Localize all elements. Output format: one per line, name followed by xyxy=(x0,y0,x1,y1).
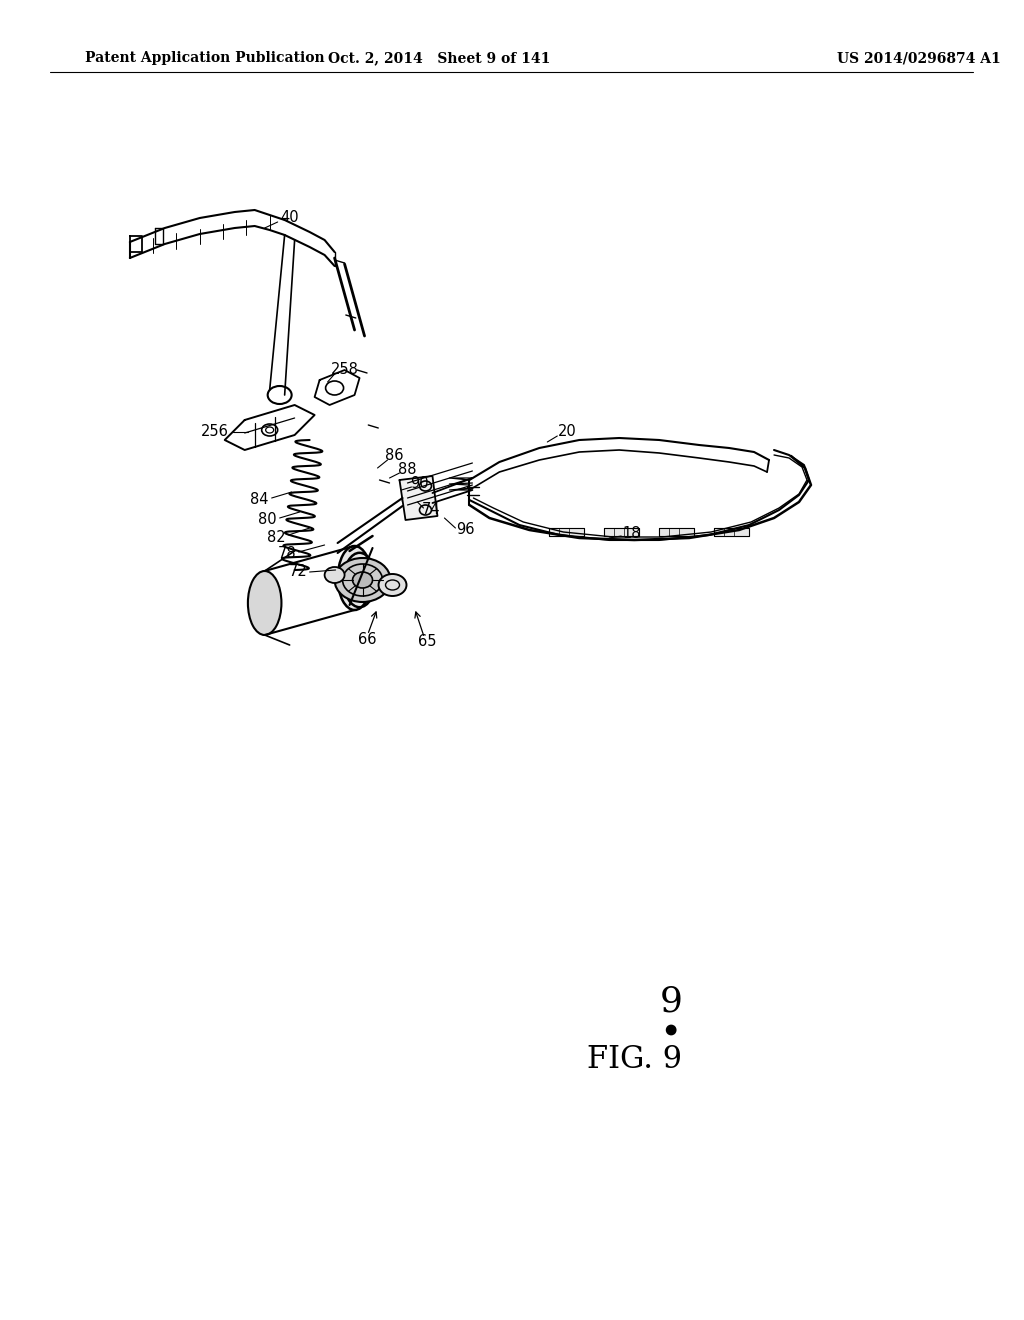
Text: Oct. 2, 2014   Sheet 9 of 141: Oct. 2, 2014 Sheet 9 of 141 xyxy=(329,51,551,65)
Text: 65: 65 xyxy=(418,635,436,649)
Text: 74: 74 xyxy=(422,503,440,517)
Ellipse shape xyxy=(668,1026,675,1034)
Text: Patent Application Publication: Patent Application Publication xyxy=(85,51,325,65)
Text: 40: 40 xyxy=(281,210,299,226)
Text: 66: 66 xyxy=(358,632,377,648)
Ellipse shape xyxy=(352,572,373,587)
Polygon shape xyxy=(399,477,437,520)
Text: 90: 90 xyxy=(411,477,429,491)
Text: 96: 96 xyxy=(456,523,475,537)
Text: 78: 78 xyxy=(278,546,296,561)
Text: US 2014/0296874 A1: US 2014/0296874 A1 xyxy=(837,51,1000,65)
Polygon shape xyxy=(659,528,694,536)
Text: 20: 20 xyxy=(558,425,577,440)
Ellipse shape xyxy=(338,546,372,610)
Polygon shape xyxy=(604,528,639,536)
Text: 256: 256 xyxy=(201,425,228,440)
Ellipse shape xyxy=(411,492,425,504)
Text: 86: 86 xyxy=(385,449,403,463)
Ellipse shape xyxy=(335,558,390,602)
Ellipse shape xyxy=(325,568,344,583)
Polygon shape xyxy=(714,528,750,536)
Text: 88: 88 xyxy=(398,462,417,478)
Text: 82: 82 xyxy=(267,529,286,544)
Text: 9: 9 xyxy=(659,985,683,1019)
Text: FIG. 9: FIG. 9 xyxy=(587,1044,682,1076)
Polygon shape xyxy=(549,528,585,536)
Text: 18: 18 xyxy=(622,527,640,541)
Text: 80: 80 xyxy=(258,512,276,528)
Ellipse shape xyxy=(248,572,282,635)
Ellipse shape xyxy=(379,574,407,597)
Text: 72: 72 xyxy=(288,565,307,579)
Text: 84: 84 xyxy=(251,492,269,507)
Text: 258: 258 xyxy=(331,363,358,378)
